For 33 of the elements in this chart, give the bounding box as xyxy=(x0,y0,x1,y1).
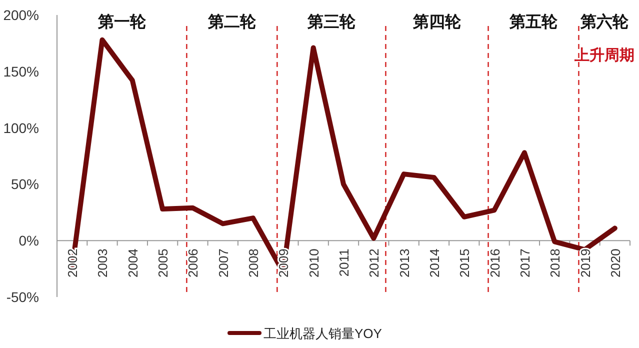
x-tick-label: 2016 xyxy=(487,248,502,278)
x-tick-label: 2014 xyxy=(426,248,442,278)
annotation: 第五轮 xyxy=(508,13,558,31)
x-tick-label: 2005 xyxy=(156,248,171,278)
y-tick-label: 100% xyxy=(3,120,39,136)
annotation: 第四轮 xyxy=(412,13,462,31)
x-tick-label: 2019 xyxy=(578,248,593,278)
x-tick-label: 2007 xyxy=(216,248,231,278)
legend-label: 工业机器人销量YOY xyxy=(264,326,382,341)
annotation: 第六轮 xyxy=(579,13,630,31)
x-tick-label: 2006 xyxy=(186,248,201,278)
annotation: 第一轮 xyxy=(96,13,147,31)
x-tick-label: 2009 xyxy=(276,248,292,278)
y-tick-label: 50% xyxy=(10,176,39,192)
x-tick-label: 2002 xyxy=(65,248,80,278)
y-tick-label: -50% xyxy=(6,289,39,305)
y-tick-label: 150% xyxy=(3,63,39,80)
x-tick-label: 2011 xyxy=(336,248,352,277)
x-tick-label: 2015 xyxy=(457,248,472,278)
x-tick-label: 2017 xyxy=(517,248,532,278)
annotation: 第三轮 xyxy=(306,13,356,31)
y-tick-label: 0% xyxy=(18,232,39,249)
x-tick-label: 2003 xyxy=(95,248,110,278)
x-tick-label: 2004 xyxy=(125,248,140,278)
x-tick-label: 2008 xyxy=(246,248,262,278)
x-tick-label: 2010 xyxy=(306,248,322,278)
x-tick-label: 2018 xyxy=(548,248,563,278)
y-tick-label: 200% xyxy=(3,7,39,23)
annotation: 第二轮 xyxy=(206,13,257,31)
annotation: 上升周期 xyxy=(573,47,634,64)
x-tick-label: 2012 xyxy=(366,248,382,278)
x-tick-label: 2013 xyxy=(396,248,412,278)
x-tick-label: 2020 xyxy=(608,248,623,278)
